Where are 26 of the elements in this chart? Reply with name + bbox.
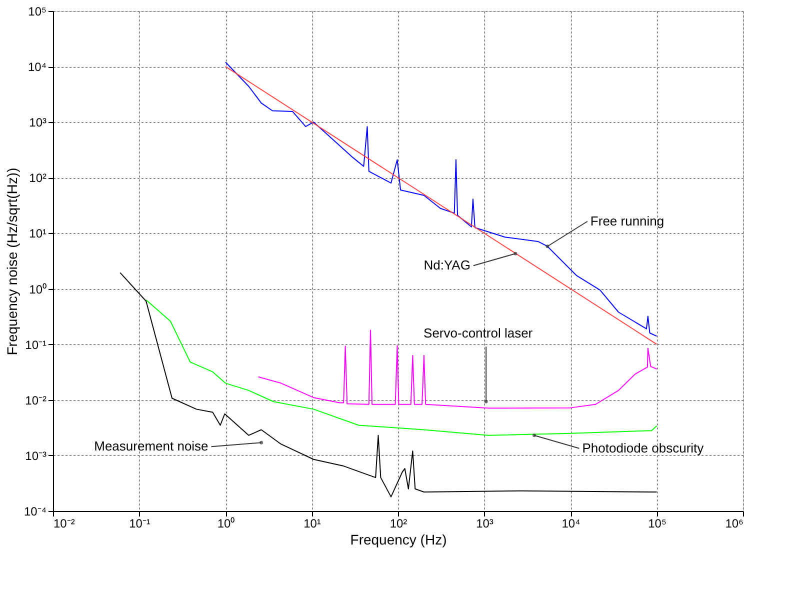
x-tick-label: 10⁴ <box>562 516 580 530</box>
annotation: Measurement noise <box>94 438 208 454</box>
y-tick-label: 10⁻⁴ <box>24 504 46 518</box>
annotation: Servo-control laser <box>424 326 534 341</box>
y-tick-label: 10⁰ <box>29 282 46 296</box>
y-tick-label: 10² <box>29 171 47 186</box>
x-tick-label: 10¹ <box>304 516 321 530</box>
x-tick-label: 10⁰ <box>217 516 235 530</box>
y-tick-label: 10⁵ <box>28 4 47 18</box>
annotation: Nd:YAG <box>424 258 470 273</box>
y-tick-label: 10⁻² <box>25 393 47 408</box>
annotation: Photodiode obscurity <box>582 440 704 456</box>
y-tick-label: 10¹ <box>29 226 47 241</box>
y-tick-label: 10⁴ <box>28 60 46 74</box>
x-tick-label: 10⁻² <box>54 516 75 530</box>
x-tick-label: 10⁻¹ <box>129 516 150 530</box>
x-axis-title: Frequency (Hz) <box>350 532 447 548</box>
y-tick-label: 10³ <box>29 116 47 130</box>
x-tick-label: 10³ <box>476 516 494 530</box>
x-tick-label: 10² <box>390 516 408 530</box>
y-axis-title: Frequency noise (Hz/sqrt(Hz)) <box>4 168 20 356</box>
x-tick-label: 10⁶ <box>725 516 744 530</box>
annotation: Free running <box>590 213 664 228</box>
y-tick-label: 10⁻¹ <box>25 338 47 352</box>
x-tick-label: 10⁵ <box>648 516 666 530</box>
y-tick-label: 10⁻³ <box>25 448 47 463</box>
